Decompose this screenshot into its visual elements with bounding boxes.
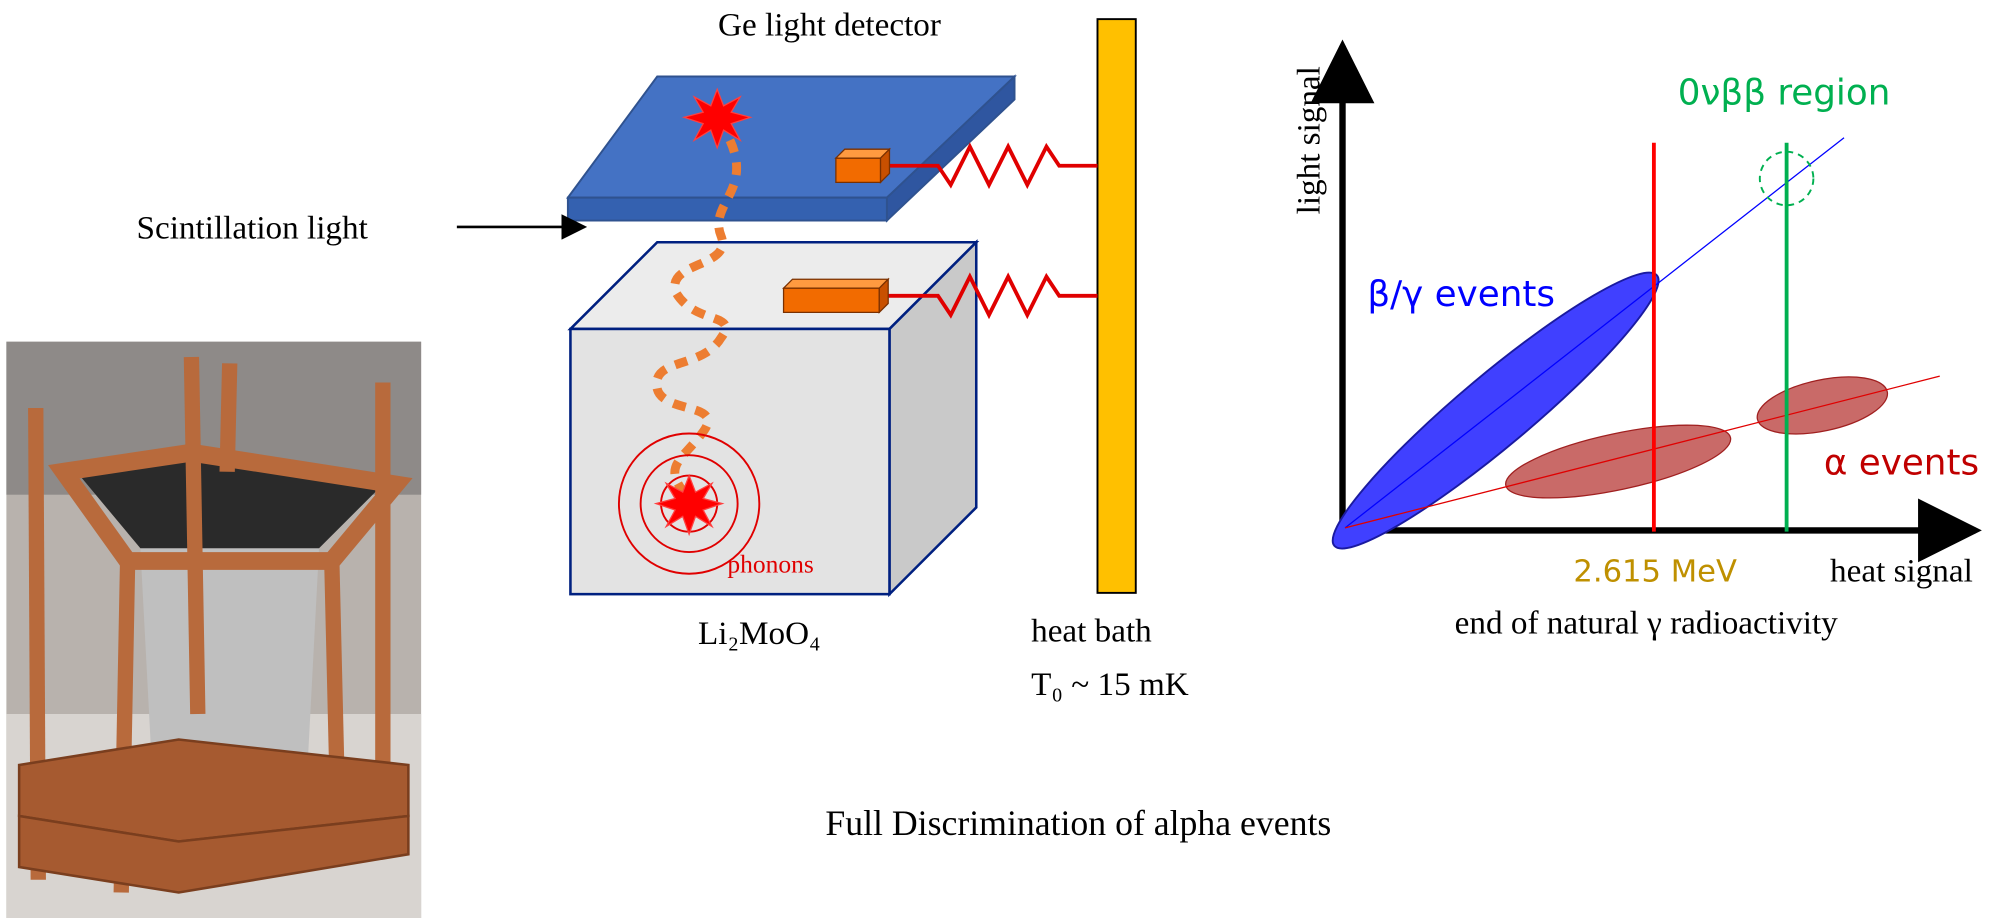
thermal-links (880, 142, 1098, 320)
alpha-label: α events (1824, 442, 1979, 483)
scintillation-label: Scintillation light (137, 209, 369, 246)
phonons-label: phonons (727, 549, 813, 578)
phonon-path (652, 138, 741, 494)
x-axis-label: heat signal (1830, 552, 1973, 589)
temperature-label: T₀ ~ 15 mK (1031, 666, 1189, 703)
plot (1310, 39, 1982, 563)
crystal-label: Li₂MoO₄ (698, 615, 821, 652)
sensors (782, 147, 892, 314)
beta-gamma-label: β/γ events (1367, 274, 1555, 315)
light-detector-label: Ge light detector (718, 7, 941, 44)
heat-bath (1096, 18, 1137, 594)
region-label: 0νββ region (1678, 73, 1891, 114)
caption: Full Discrimination of alpha events (825, 803, 1331, 843)
y-axis-label: light signal (1291, 66, 1328, 214)
energy-note: end of natural γ radioactivity (1455, 605, 1839, 642)
ge-plate (565, 74, 1017, 223)
detector-photo (6, 341, 422, 918)
heat-bath-label: heat bath (1031, 612, 1152, 649)
events (653, 87, 753, 537)
energy-label: 2.615 MeV (1573, 554, 1737, 589)
